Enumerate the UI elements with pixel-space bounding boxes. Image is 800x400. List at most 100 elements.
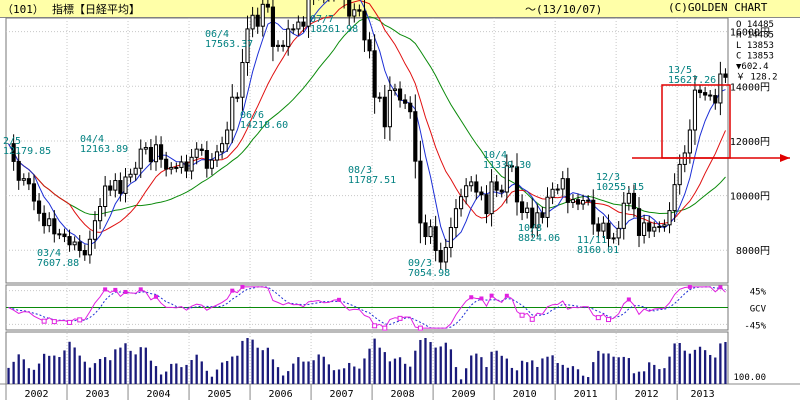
- candle-body: [204, 150, 209, 169]
- volume-bar: [597, 350, 600, 384]
- volume-bar: [490, 351, 493, 384]
- volume-bar: [434, 347, 437, 384]
- extreme-value-label: 8824.06: [518, 233, 560, 244]
- extreme-value-label: 12179.85: [3, 146, 51, 157]
- volume-bar: [388, 361, 392, 384]
- volume-bar: [703, 350, 707, 384]
- candle-body: [118, 180, 123, 194]
- candle-body: [67, 236, 72, 246]
- candle-body: [642, 222, 647, 236]
- candle-body: [103, 185, 108, 208]
- volume-bar: [190, 360, 193, 384]
- oscillator-trough-marker: [41, 318, 47, 324]
- volume-bar: [236, 355, 239, 384]
- candle-body: [382, 96, 387, 128]
- oscillator-peak-marker: [113, 287, 118, 292]
- candle-body: [194, 148, 199, 158]
- candle-body: [265, 3, 270, 8]
- volume-bar: [175, 363, 178, 384]
- volume-bar: [622, 356, 625, 384]
- volume-bar: [607, 353, 610, 384]
- candle-body: [479, 191, 484, 196]
- candle-body: [11, 143, 16, 162]
- candle-body: [367, 39, 372, 52]
- moving-average-short-line: [8, 0, 726, 246]
- volume-bar: [485, 367, 488, 384]
- volume-bar: [322, 356, 325, 384]
- candle-body: [397, 88, 403, 101]
- extreme-date-label: 06/6: [240, 110, 264, 121]
- volume-bar: [612, 356, 615, 384]
- volume-bar: [444, 342, 447, 384]
- volume-bar: [256, 347, 259, 384]
- volume-bar: [287, 371, 290, 384]
- volume-bar: [632, 373, 636, 384]
- price-tick-label: 10000円: [730, 192, 770, 203]
- volume-bar: [495, 350, 498, 384]
- volume-bar: [714, 357, 717, 384]
- oscillator-peak-marker: [103, 287, 108, 292]
- candle-body: [362, 10, 367, 41]
- x-tick-label: 2005: [208, 389, 232, 400]
- candle-body: [474, 181, 479, 193]
- extreme-date-label: 10/8: [518, 223, 542, 234]
- candle-body: [514, 166, 520, 203]
- x-tick-label: 2008: [391, 389, 415, 400]
- candle-body: [464, 185, 469, 198]
- volume-bar: [602, 353, 605, 384]
- volume-bar: [93, 363, 97, 384]
- candle-body: [520, 201, 525, 214]
- oscillator-peak-marker: [718, 285, 723, 290]
- candle-body: [484, 194, 489, 215]
- candle-body: [458, 196, 464, 210]
- volume-bar: [48, 355, 51, 384]
- candle-body: [423, 222, 428, 238]
- volume-bar: [510, 367, 514, 384]
- volume-bar: [42, 353, 46, 384]
- volume-bar: [693, 349, 697, 384]
- candle-body: [133, 167, 138, 175]
- x-tick-label: 2013: [691, 389, 715, 400]
- volume-bar: [58, 357, 61, 384]
- candle-body: [235, 96, 240, 99]
- volume-bar: [215, 369, 219, 384]
- ohlc-close: C 13853: [736, 52, 774, 62]
- volume-bar: [353, 366, 356, 384]
- candle-body: [281, 44, 286, 47]
- oscillator-peak-marker: [469, 295, 474, 300]
- volume-bar: [12, 361, 15, 384]
- volume-bar: [414, 350, 417, 384]
- volume-bar: [566, 367, 569, 384]
- volume-bar: [261, 350, 264, 384]
- extreme-date-label: 10/4: [483, 150, 507, 161]
- volume-bar: [592, 362, 595, 384]
- candle-body: [189, 156, 194, 172]
- volume-bar: [653, 364, 656, 384]
- candle-body: [128, 173, 133, 178]
- volume-bar: [53, 355, 56, 384]
- candle-body: [21, 178, 26, 181]
- candle-body: [667, 210, 672, 226]
- oscillator-trough-marker: [606, 317, 612, 323]
- oscillator-peak-marker: [687, 284, 692, 289]
- candle-body: [270, 6, 276, 47]
- candle-body: [47, 218, 52, 227]
- volume-bar: [348, 362, 351, 384]
- volume-bar: [393, 358, 397, 384]
- candle-body: [438, 249, 443, 263]
- volume-bar: [124, 343, 127, 384]
- candle-body: [230, 96, 235, 131]
- oscillator-trough-marker: [51, 319, 57, 325]
- volume-bar: [459, 379, 463, 384]
- chart-title: 指標【日経平均】: [52, 3, 140, 16]
- extreme-date-label: 04/4: [80, 134, 104, 145]
- volume-bar: [561, 364, 564, 384]
- price-tick-label: 14000円: [730, 82, 770, 93]
- candle-body: [601, 222, 606, 232]
- volume-bar: [642, 371, 646, 384]
- volume-bar: [165, 371, 168, 384]
- candle-body: [301, 21, 306, 27]
- candle-body: [672, 184, 677, 212]
- candle-body: [652, 226, 657, 232]
